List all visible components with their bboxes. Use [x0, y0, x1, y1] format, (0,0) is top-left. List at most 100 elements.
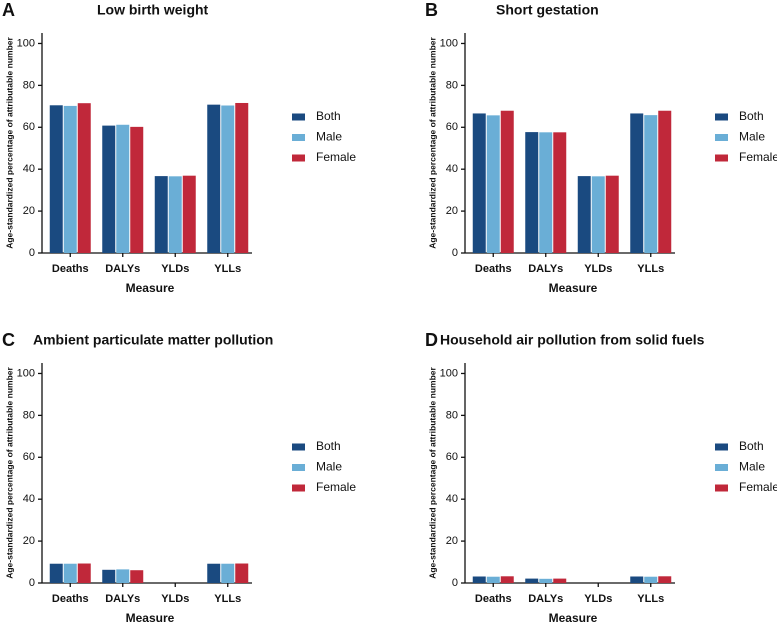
y-tick-label: 40: [446, 493, 458, 505]
x-tick-label: YLDs: [161, 593, 189, 605]
x-axis-label: Measure: [126, 281, 175, 295]
y-tick-label: 40: [23, 493, 35, 505]
bar: [644, 576, 658, 583]
legend-swatch: [715, 113, 728, 121]
legend-swatch: [292, 464, 305, 471]
y-tick-label: 40: [446, 163, 458, 175]
x-tick-label: DALYs: [528, 263, 563, 275]
y-tick-label: 100: [440, 37, 458, 49]
legend-swatch: [292, 154, 305, 162]
y-tick-label: 20: [446, 535, 458, 547]
chart-title: Ambient particulate matter pollution: [33, 332, 273, 348]
y-tick-label: 100: [17, 367, 35, 379]
y-tick-label: 20: [23, 535, 35, 547]
y-tick-label: 0: [452, 577, 458, 589]
y-axis-label: Age-standardized percentage of attributa…: [4, 37, 14, 249]
x-tick-label: Deaths: [475, 263, 512, 275]
legend-label: Female: [739, 150, 777, 164]
y-tick-label: 0: [452, 247, 458, 259]
bar: [63, 105, 77, 254]
y-tick-label: 20: [23, 205, 35, 217]
bar: [472, 113, 486, 253]
y-tick-label: 80: [446, 79, 458, 91]
bar: [102, 569, 116, 583]
legend-label: Male: [316, 460, 342, 474]
bar: [77, 103, 91, 253]
legend-label: Both: [739, 109, 764, 123]
bar: [235, 102, 249, 253]
y-tick-label: 20: [446, 205, 458, 217]
legend-label: Both: [316, 109, 341, 123]
legend-label: Female: [316, 150, 356, 164]
chart-title: Short gestation: [496, 2, 599, 18]
x-tick-label: DALYs: [105, 263, 140, 275]
bar: [77, 563, 91, 583]
legend-swatch: [715, 154, 728, 162]
bar: [630, 576, 644, 583]
chart-title: Household air pollution from solid fuels: [440, 332, 705, 348]
panel-letter: D: [425, 330, 438, 350]
bar: [525, 578, 539, 583]
x-tick-label: YLLs: [637, 593, 664, 605]
bar: [63, 563, 77, 583]
bar: [49, 105, 63, 254]
x-tick-label: Deaths: [52, 593, 89, 605]
legend-label: Both: [316, 439, 341, 453]
legend-label: Male: [316, 130, 342, 144]
bar: [102, 125, 116, 253]
legend-label: Male: [739, 460, 765, 474]
legend-swatch: [292, 443, 305, 451]
y-tick-label: 0: [29, 577, 35, 589]
x-tick-label: YLLs: [214, 263, 241, 275]
bar: [553, 578, 567, 583]
bar: [207, 104, 221, 254]
y-tick-label: 80: [23, 79, 35, 91]
y-tick-label: 60: [23, 121, 35, 133]
y-tick-label: 60: [446, 451, 458, 463]
x-axis-label: Measure: [549, 281, 598, 295]
bar: [630, 113, 644, 253]
y-tick-label: 100: [17, 37, 35, 49]
bar: [500, 576, 514, 583]
panel-letter: B: [425, 0, 438, 20]
x-axis-label: Measure: [126, 611, 175, 623]
bar: [168, 176, 182, 253]
bar: [658, 110, 672, 253]
bar: [182, 175, 196, 253]
bar: [553, 132, 567, 253]
x-tick-label: YLDs: [584, 263, 612, 275]
legend-swatch: [715, 484, 728, 492]
legend-swatch: [292, 113, 305, 121]
x-tick-label: YLLs: [214, 593, 241, 605]
bar: [154, 176, 168, 253]
panel-letter: C: [2, 330, 15, 350]
bar: [539, 578, 553, 583]
bar: [221, 105, 235, 253]
bar: [116, 569, 130, 583]
bar: [539, 132, 553, 253]
y-axis-label: Age-standardized percentage of attributa…: [427, 37, 437, 249]
bar: [130, 126, 144, 253]
x-tick-label: YLDs: [584, 593, 612, 605]
y-tick-label: 0: [29, 247, 35, 259]
bar: [577, 176, 591, 253]
bar: [486, 576, 500, 583]
legend-swatch: [715, 443, 728, 451]
bar: [472, 576, 486, 583]
bar: [500, 110, 514, 253]
y-axis-label: Age-standardized percentage of attributa…: [4, 367, 14, 579]
x-tick-label: DALYs: [528, 593, 563, 605]
legend-swatch: [292, 484, 305, 492]
y-tick-label: 80: [23, 409, 35, 421]
legend-label: Both: [739, 439, 764, 453]
legend-swatch: [715, 464, 728, 471]
legend-swatch: [715, 134, 728, 141]
legend-swatch: [292, 134, 305, 141]
bar: [235, 563, 249, 583]
bar: [525, 132, 539, 253]
bar: [130, 570, 144, 583]
y-tick-label: 40: [23, 163, 35, 175]
x-axis-label: Measure: [549, 611, 598, 623]
bar: [658, 576, 672, 583]
